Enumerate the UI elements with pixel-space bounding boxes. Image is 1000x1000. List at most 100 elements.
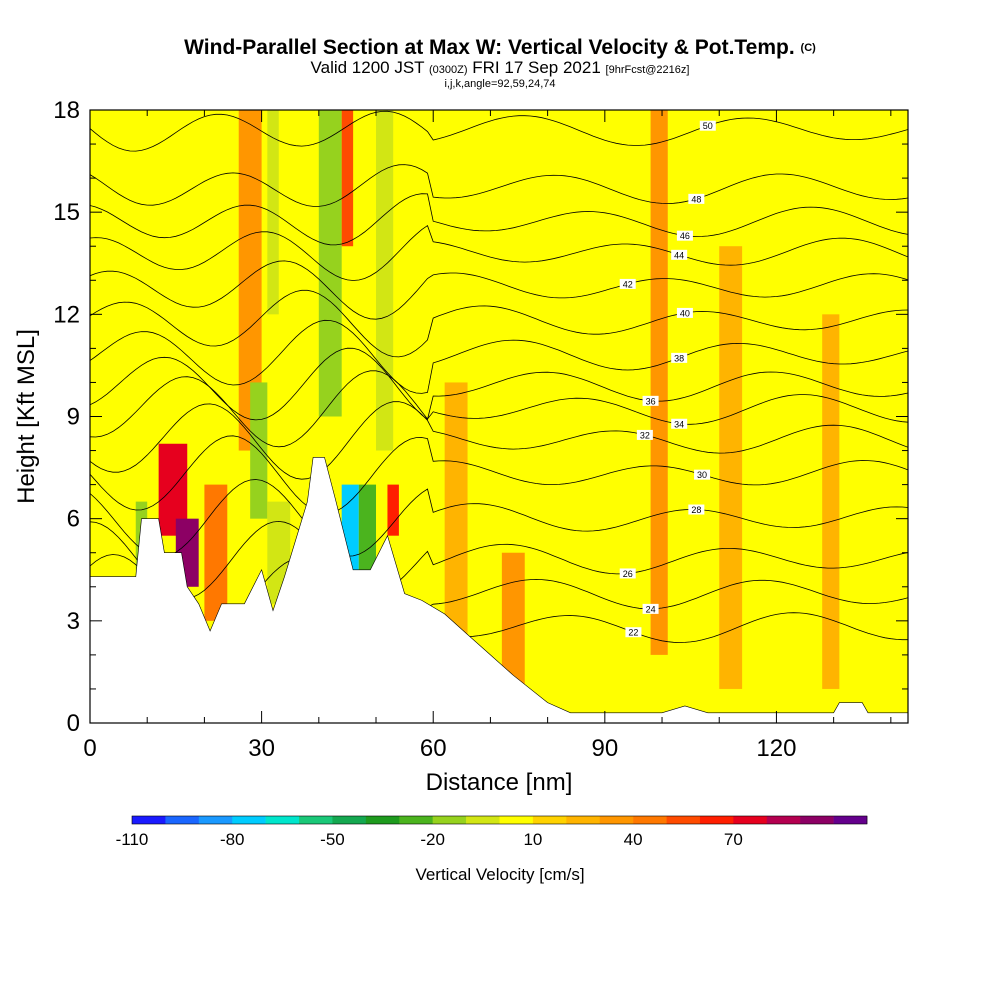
colorbar-swatch	[499, 816, 534, 824]
colorbar-tick-label: -50	[320, 830, 345, 849]
contour-label-bg	[688, 504, 705, 515]
velocity-cell	[376, 110, 394, 451]
colorbar-swatch	[232, 816, 266, 824]
velocity-cell	[267, 110, 279, 315]
grid-info: i,j,k,angle=92,59,24,74	[444, 78, 556, 90]
colorbar-tick-label: -110	[116, 830, 149, 849]
colorbar-swatch	[733, 816, 768, 824]
colorbar-tick-label: 40	[624, 830, 643, 849]
colorbar-border	[131, 815, 868, 825]
contour-label-bg	[676, 230, 693, 241]
y-tick-label: 18	[53, 97, 80, 124]
colorbar: -110 -80 -50 -20 10 40 70 Vertical Velocity [cm…	[116, 815, 868, 884]
theta-contour	[90, 347, 908, 421]
contour-label: 42	[623, 279, 633, 289]
theta-contour	[90, 224, 908, 281]
colorbar-swatch	[466, 816, 500, 824]
velocity-cell	[318, 110, 342, 417]
velocity-cell	[238, 110, 262, 451]
contour-label-bg	[694, 469, 711, 480]
contour-label: 40	[680, 308, 690, 318]
y-tick-label: 3	[67, 608, 80, 635]
y-tick-label: 15	[53, 199, 80, 226]
forecast-info: [9hrFcst@2216z]	[605, 64, 690, 76]
theta-contour	[90, 435, 908, 514]
colorbar-swatch	[532, 816, 567, 824]
colorbar-swatch	[132, 816, 166, 824]
colorbar-label: Vertical Velocity [cm/s]	[415, 865, 584, 884]
colorbar-swatch	[332, 816, 367, 824]
chart-title: Wind-Parallel Section at Max W: Vertical…	[0, 36, 1000, 60]
velocity-cell	[719, 246, 743, 689]
terrain	[89, 457, 909, 724]
x-tick-label: 120	[756, 735, 796, 762]
velocity-cell	[358, 484, 377, 570]
colorbar-swatch	[365, 816, 400, 824]
valid-utc: (0300Z)	[429, 64, 468, 76]
colorbar-swatch	[399, 816, 433, 824]
x-axis-label: Distance [nm]	[426, 769, 573, 796]
x-tick-label: 0	[83, 735, 96, 762]
valid-time: Valid 1200 JST	[310, 58, 425, 77]
contour-label: 24	[646, 604, 656, 614]
contour-label: 34	[674, 419, 684, 429]
colorbar-swatch	[833, 816, 868, 824]
contour-label-bg	[676, 307, 693, 318]
velocity-cell	[822, 314, 840, 689]
contour-label: 26	[623, 569, 633, 579]
colorbar-swatch	[766, 816, 801, 824]
x-tick-label: 90	[591, 735, 618, 762]
colorbar-swatch	[265, 816, 300, 824]
velocity-field	[135, 110, 840, 689]
contour-label: 36	[646, 396, 656, 406]
contour-label: 22	[628, 628, 638, 638]
colorbar-swatch	[198, 816, 233, 824]
velocity-cell	[501, 552, 525, 689]
contour-label: 48	[691, 194, 701, 204]
theta-contour	[90, 520, 908, 599]
theta-contours: 22 24 26 28 30 32 34 36 38 40 42 44 46 48 50	[90, 110, 908, 665]
colorbar-swatch	[165, 816, 200, 824]
contour-label-bg	[619, 278, 636, 289]
colorbar-swatch	[800, 816, 834, 824]
chart-subtitle: Valid 1200 JST (0300Z) FRI 17 Sep 2021 […	[0, 58, 1000, 78]
y-tick-label: 0	[67, 710, 80, 737]
theta-contour	[90, 260, 908, 320]
terrain-fill	[89, 457, 909, 724]
colorbar-tick-label: -20	[420, 830, 445, 849]
theta-contour	[90, 110, 908, 152]
velocity-cell	[387, 484, 399, 536]
theta-contour	[90, 401, 908, 480]
theta-contour	[90, 289, 908, 358]
velocity-cell	[444, 382, 468, 655]
theta-contour	[90, 479, 908, 558]
contour-label-bg	[671, 418, 688, 429]
contour-label-bg	[636, 429, 653, 440]
contour-label: 38	[674, 353, 684, 363]
contour-label-bg	[625, 627, 642, 638]
contour-label: 30	[697, 470, 707, 480]
contour-label: 44	[674, 250, 684, 260]
contour-label-bg	[642, 603, 659, 614]
contour-label-bg	[671, 352, 688, 363]
theta-contour	[90, 319, 908, 394]
valid-date: FRI 17 Sep 2021	[472, 58, 601, 77]
copyright-mark: (C)	[800, 42, 816, 54]
contour-label-bg	[642, 395, 659, 406]
colorbar-swatch	[633, 816, 667, 824]
x-tick-label: 60	[420, 735, 447, 762]
contour-label: 46	[680, 231, 690, 241]
colorbar-swatch	[299, 816, 333, 824]
theta-contour	[90, 164, 908, 207]
theta-contour	[90, 193, 908, 246]
colorbar-tick-label: 70	[724, 830, 743, 849]
x-tick-label: 30	[248, 735, 275, 762]
contour-label-bg	[688, 193, 705, 204]
chart-title-block: Wind-Parallel Section at Max W: Vertical…	[0, 36, 1000, 90]
contour-label: 32	[640, 430, 650, 440]
contour-label: 50	[703, 121, 713, 131]
colorbar-swatch	[699, 816, 734, 824]
contour-label-bg	[671, 249, 688, 260]
contour-label-bg	[699, 120, 716, 131]
